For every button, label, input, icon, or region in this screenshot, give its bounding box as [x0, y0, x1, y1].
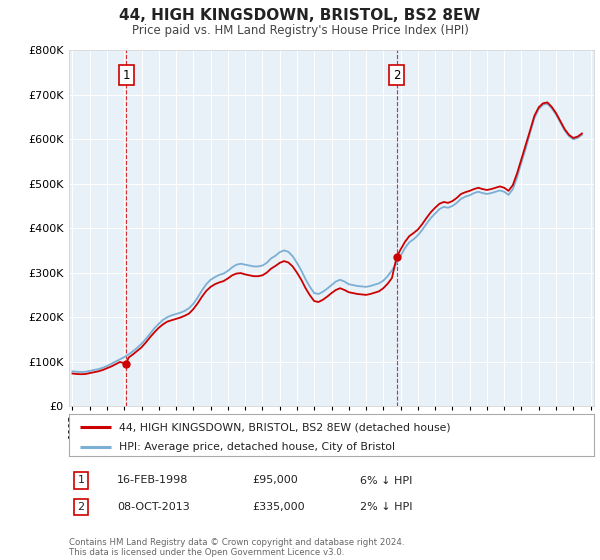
- Text: 2: 2: [77, 502, 85, 512]
- Text: 1: 1: [77, 475, 85, 486]
- Text: HPI: Average price, detached house, City of Bristol: HPI: Average price, detached house, City…: [119, 442, 395, 452]
- Text: 16-FEB-1998: 16-FEB-1998: [117, 475, 188, 486]
- Text: 44, HIGH KINGSDOWN, BRISTOL, BS2 8EW: 44, HIGH KINGSDOWN, BRISTOL, BS2 8EW: [119, 8, 481, 24]
- Text: £335,000: £335,000: [252, 502, 305, 512]
- Text: 08-OCT-2013: 08-OCT-2013: [117, 502, 190, 512]
- Text: £95,000: £95,000: [252, 475, 298, 486]
- Text: 2: 2: [393, 69, 400, 82]
- Text: 6% ↓ HPI: 6% ↓ HPI: [360, 475, 412, 486]
- Text: 2% ↓ HPI: 2% ↓ HPI: [360, 502, 413, 512]
- Text: Price paid vs. HM Land Registry's House Price Index (HPI): Price paid vs. HM Land Registry's House …: [131, 24, 469, 36]
- Text: 1: 1: [122, 69, 130, 82]
- Text: Contains HM Land Registry data © Crown copyright and database right 2024.
This d: Contains HM Land Registry data © Crown c…: [69, 538, 404, 557]
- Text: 44, HIGH KINGSDOWN, BRISTOL, BS2 8EW (detached house): 44, HIGH KINGSDOWN, BRISTOL, BS2 8EW (de…: [119, 422, 451, 432]
